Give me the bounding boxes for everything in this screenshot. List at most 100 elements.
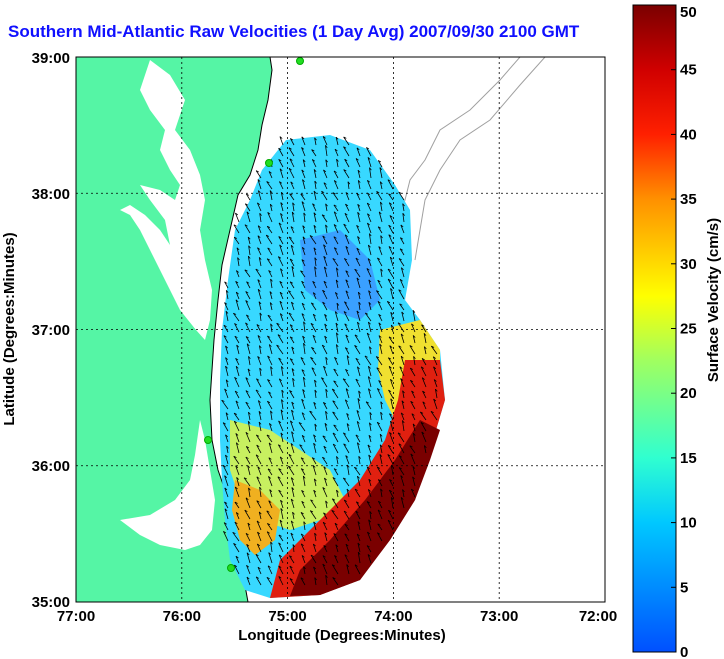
velocity-vector-head <box>245 322 249 325</box>
velocity-vector-head <box>424 445 427 449</box>
velocity-vector-head <box>346 413 350 416</box>
velocity-vector-head <box>345 399 348 402</box>
velocity-vector-head <box>314 532 317 536</box>
velocity-vector-head <box>301 468 305 471</box>
velocity-vector <box>267 247 273 256</box>
velocity-vector-head <box>325 500 328 504</box>
velocity-vector <box>257 247 262 256</box>
velocity-vector <box>421 358 427 366</box>
velocity-vector-head <box>267 335 271 338</box>
velocity-vector-head <box>236 477 239 480</box>
velocity-vector <box>356 442 361 454</box>
velocity-vector <box>247 465 251 476</box>
velocity-vector <box>377 226 383 234</box>
velocity-vector <box>244 203 251 212</box>
velocity-vector <box>281 366 284 377</box>
velocity-vector-head <box>270 410 273 414</box>
velocity-vector <box>289 565 295 575</box>
velocity-vector <box>256 202 262 212</box>
velocity-vector <box>390 312 394 322</box>
velocity-vector-head <box>368 244 371 248</box>
velocity-vector-head <box>389 345 393 348</box>
velocity-vector-head <box>310 322 314 326</box>
velocity-vector <box>380 412 383 421</box>
velocity-vector <box>325 224 328 234</box>
colorbar-tick-label: 15 <box>680 450 697 467</box>
velocity-vector <box>313 489 317 498</box>
velocity-vector <box>377 301 383 311</box>
velocity-vector <box>278 542 284 553</box>
velocity-vector <box>312 281 317 289</box>
velocity-vector <box>377 509 383 520</box>
velocity-vector <box>390 398 394 410</box>
velocity-vector <box>225 311 229 322</box>
velocity-vector <box>257 335 262 344</box>
velocity-vector-head <box>412 466 416 469</box>
velocity-vector <box>292 544 295 553</box>
velocity-vector-head <box>257 235 261 238</box>
velocity-vector <box>389 345 394 355</box>
velocity-vector <box>281 389 284 399</box>
velocity-vector <box>270 366 273 377</box>
velocity-vector <box>278 554 284 564</box>
velocity-vector <box>281 399 284 410</box>
velocity-vector-head <box>400 355 404 359</box>
velocity-vector <box>266 258 273 267</box>
velocity-vector-head <box>423 333 427 336</box>
velocity-vector <box>314 180 317 190</box>
velocity-vector-head <box>247 368 251 372</box>
velocity-vector <box>280 202 284 212</box>
velocity-vector-head <box>246 552 250 556</box>
velocity-vector-head <box>410 453 414 457</box>
velocity-vector-head <box>245 300 249 303</box>
velocity-vector-head <box>378 380 382 383</box>
velocity-vector <box>259 487 262 498</box>
velocity-vector-head <box>344 258 348 261</box>
pamlico-sound <box>120 420 215 550</box>
velocity-vector-head <box>335 292 338 295</box>
velocity-vector <box>278 420 284 432</box>
velocity-vector <box>278 357 284 366</box>
velocity-vector <box>302 225 306 234</box>
velocity-vector-head <box>302 225 306 228</box>
velocity-vector <box>311 347 317 355</box>
velocity-vector-head <box>257 225 261 228</box>
velocity-vector <box>312 465 317 476</box>
velocity-vector-head <box>413 432 416 436</box>
velocity-vector <box>367 376 372 388</box>
velocity-vector-head <box>302 247 305 250</box>
velocity-vector <box>334 522 339 531</box>
velocity-vector <box>268 476 273 487</box>
velocity-vector <box>368 279 372 289</box>
velocity-vector-head <box>332 258 336 261</box>
velocity-vector <box>377 479 383 487</box>
velocity-vector-head <box>300 577 304 580</box>
velocity-vector-head <box>314 180 317 184</box>
velocity-vector <box>314 266 317 278</box>
chesapeake-bay <box>120 60 212 340</box>
velocity-vector <box>345 388 350 399</box>
velocity-vector-head <box>379 454 383 457</box>
velocity-vector <box>367 222 372 234</box>
velocity-vector <box>322 456 328 465</box>
velocity-vector-head <box>278 444 282 447</box>
velocity-vector <box>257 235 262 245</box>
velocity-vector-head <box>347 181 351 185</box>
velocity-vector <box>369 412 372 421</box>
velocity-vector-head <box>379 343 382 347</box>
velocity-vector <box>258 421 262 432</box>
velocity-vector <box>346 488 350 498</box>
velocity-vector-head <box>355 434 359 437</box>
velocity-vector-head <box>400 378 404 381</box>
velocity-vector-head <box>279 136 283 139</box>
velocity-vector <box>356 248 361 256</box>
velocity-vector-head <box>314 423 318 427</box>
velocity-vector-head <box>344 523 348 526</box>
velocity-vector-head <box>223 324 227 328</box>
velocity-vector <box>364 355 372 366</box>
velocity-vector-head <box>291 431 294 435</box>
velocity-vector-head <box>278 256 282 259</box>
velocity-vector <box>314 137 317 146</box>
velocity-vector-head <box>421 431 425 435</box>
velocity-vector-head <box>301 313 305 316</box>
